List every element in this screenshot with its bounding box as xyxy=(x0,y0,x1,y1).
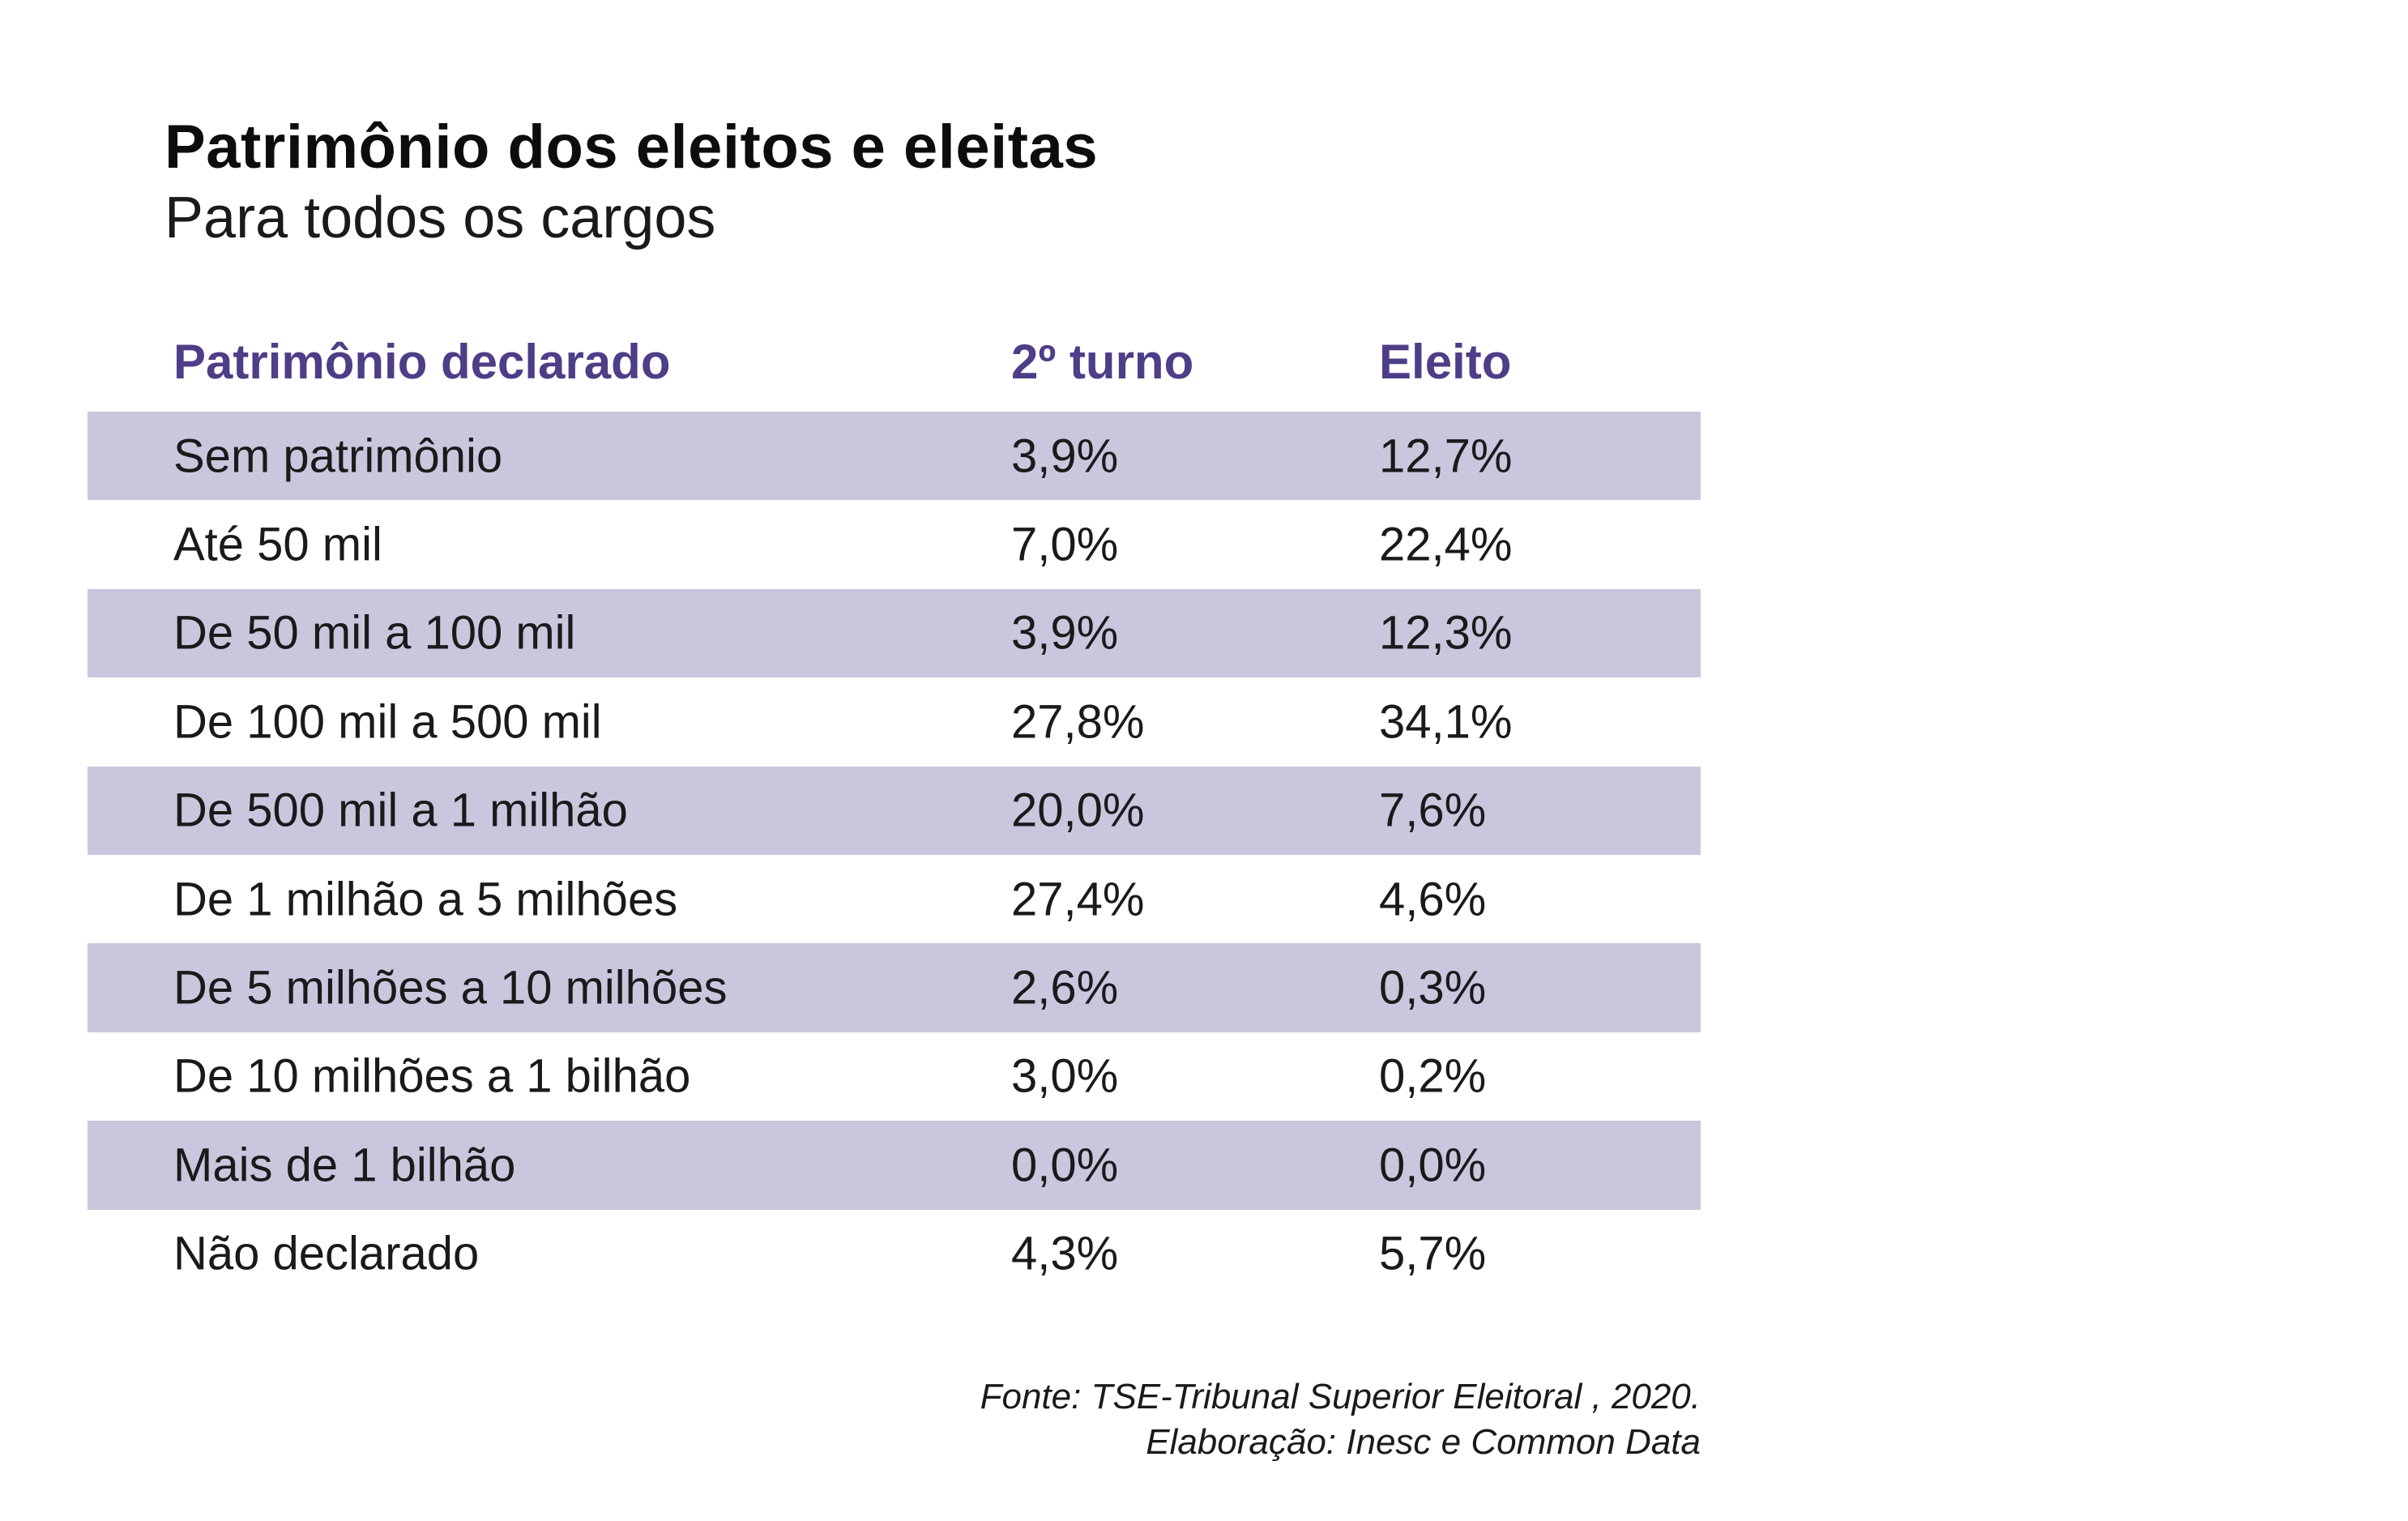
table-row: Até 50 mil 7,0% 22,4% xyxy=(88,500,1701,588)
row-label: Mais de 1 bilhão xyxy=(173,1139,516,1192)
table-row: De 5 milhões a 10 milhões 2,6% 0,3% xyxy=(88,943,1701,1032)
table-row: De 1 milhão a 5 milhões 27,4% 4,6% xyxy=(88,855,1701,943)
cell-segundo-turno: 0,0% xyxy=(1011,1139,1119,1192)
column-header-patrimonio: Patrimônio declarado xyxy=(173,335,671,389)
cell-segundo-turno: 20,0% xyxy=(1011,784,1145,837)
cell-segundo-turno: 27,8% xyxy=(1011,695,1145,749)
credit-text: Elaboração: Inesc e Common Data xyxy=(1146,1422,1701,1462)
row-label: De 5 milhões a 10 milhões xyxy=(173,961,728,1015)
cell-eleito: 12,3% xyxy=(1379,606,1513,660)
cell-eleito: 0,0% xyxy=(1379,1139,1487,1192)
data-table: Patrimônio declarado 2º turno Eleito Sem… xyxy=(88,323,1701,1298)
cell-eleito: 12,7% xyxy=(1379,429,1513,483)
row-label: Até 50 mil xyxy=(173,518,382,571)
row-label: Sem patrimônio xyxy=(173,429,503,483)
source-note: Fonte: TSE-Tribunal Superior Eleitoral ,… xyxy=(980,1374,1701,1465)
cell-eleito: 7,6% xyxy=(1379,784,1487,837)
table-row: De 10 milhões a 1 bilhão 3,0% 0,2% xyxy=(88,1032,1701,1121)
cell-segundo-turno: 3,9% xyxy=(1011,606,1119,660)
table-row: De 50 mil a 100 mil 3,9% 12,3% xyxy=(88,588,1701,678)
table-row: Sem patrimônio 3,9% 12,7% xyxy=(88,412,1701,501)
table-body: Sem patrimônio 3,9% 12,7% Até 50 mil 7,0% 22,… xyxy=(88,412,1701,1298)
table-row: Mais de 1 bilhão 0,0% 0,0% xyxy=(88,1121,1701,1210)
cell-eleito: 0,3% xyxy=(1379,961,1487,1015)
row-label: De 1 milhão a 5 milhões xyxy=(173,873,678,926)
row-label: De 500 mil a 1 milhão xyxy=(173,784,628,837)
cell-segundo-turno: 27,4% xyxy=(1011,873,1145,926)
table-header: Patrimônio declarado 2º turno Eleito xyxy=(88,323,1701,412)
row-label: De 10 milhões a 1 bilhão xyxy=(173,1049,691,1103)
chart-subtitle: Para todos os cargos xyxy=(164,186,716,250)
row-label: De 50 mil a 100 mil xyxy=(173,606,576,660)
column-header-eleito: Eleito xyxy=(1379,335,1512,389)
row-label: Não declarado xyxy=(173,1227,480,1280)
cell-segundo-turno: 2,6% xyxy=(1011,961,1119,1015)
column-header-segundo-turno: 2º turno xyxy=(1011,335,1194,389)
table-row: De 100 mil a 500 mil 27,8% 34,1% xyxy=(88,677,1701,766)
cell-eleito: 34,1% xyxy=(1379,695,1513,749)
cell-segundo-turno: 3,0% xyxy=(1011,1049,1119,1103)
cell-eleito: 4,6% xyxy=(1379,873,1487,926)
cell-segundo-turno: 3,9% xyxy=(1011,429,1119,483)
cell-eleito: 5,7% xyxy=(1379,1227,1487,1280)
source-text: Fonte: TSE-Tribunal Superior Eleitoral ,… xyxy=(980,1377,1701,1416)
table-row: De 500 mil a 1 milhão 20,0% 7,6% xyxy=(88,766,1701,855)
cell-segundo-turno: 7,0% xyxy=(1011,518,1119,571)
chart-title: Patrimônio dos eleitos e eleitas xyxy=(164,113,1099,182)
cell-segundo-turno: 4,3% xyxy=(1011,1227,1119,1280)
row-label: De 100 mil a 500 mil xyxy=(173,695,602,749)
cell-eleito: 0,2% xyxy=(1379,1049,1487,1103)
table-row: Não declarado 4,3% 5,7% xyxy=(88,1210,1701,1298)
cell-eleito: 22,4% xyxy=(1379,518,1513,571)
